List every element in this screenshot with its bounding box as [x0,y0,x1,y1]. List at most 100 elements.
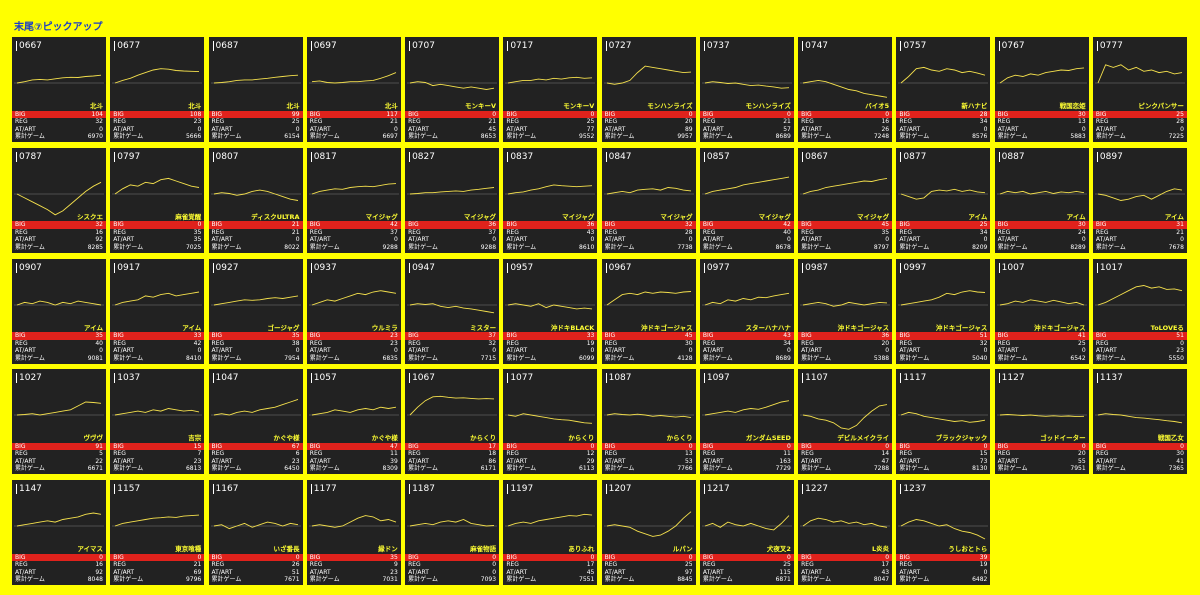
machine-card[interactable]: 1217 犬夜叉2 BIG 0 REG 25 AT/ART 115 累計ゲーム 6871 [699,480,794,585]
machine-card[interactable]: 0917 アイム BIG 33 REG 42 AT/ART 0 累計ゲーム 8410 [110,258,205,364]
stat-value: 28 [1176,118,1184,125]
trend-chart [800,517,891,528]
machine-card[interactable]: 0927 ゴージャグ BIG 35 REG 38 AT/ART 0 累計ゲーム 7954 [208,258,303,364]
machine-card[interactable]: 0977 スターハナハナ BIG 43 REG 34 AT/ART 0 累計ゲーム 8689 [699,258,794,364]
machine-card[interactable]: 0667 北斗 BIG 104 REG 32 AT/ART 0 累計ゲーム 6970 [12,37,106,142]
machine-card[interactable]: 1167 いざ番長 BIG 0 REG 26 AT/ART 51 累計ゲーム 7671 [208,480,303,585]
reg-count-row: REG 32 [896,340,990,348]
total-games-row: 累計ゲーム 7671 [209,576,303,584]
total-games-row: 累計ゲーム 6970 [12,133,106,141]
machine-card[interactable]: 0907 アイム BIG 35 REG 40 AT/ART 0 累計ゲーム 9081 [12,258,106,364]
machine-card[interactable]: 0817 マイジャグ BIG 42 REG 37 AT/ART 0 累計ゲーム 9288 [306,147,401,253]
machine-card[interactable]: 1097 ガンダムSEED BIG 0 REG 11 AT/ART 163 累計ゲーム 7729 [699,369,794,475]
machine-card[interactable]: 0737 モンハンライズ BIG 0 REG 21 AT/ART 57 累計ゲーム 8689 [699,37,794,142]
machine-card[interactable]: 0777 ピンクパンサー BIG 25 REG 28 AT/ART 0 累計ゲーム 7225 [1092,37,1187,142]
machine-card[interactable]: 1117 ブラックジャック BIG 0 REG 15 AT/ART 73 累計ゲーム 8130 [896,369,991,475]
machine-card[interactable]: 0757 新ハナビ BIG 28 REG 34 AT/ART 0 累計ゲーム 8576 [896,37,991,142]
machine-card[interactable]: 0717 モンキーV BIG 0 REG 25 AT/ART 77 累計ゲーム 9552 [503,37,598,142]
stat-value: 6697 [382,133,398,140]
machine-card[interactable]: 0857 マイジャグ BIG 42 REG 40 AT/ART 0 累計ゲーム 8678 [699,147,794,253]
machine-card[interactable]: 0867 マイジャグ BIG 45 REG 35 AT/ART 0 累計ゲーム 8797 [798,147,893,253]
machine-card[interactable]: 0727 モンハンライズ BIG 0 REG 20 AT/ART 89 累計ゲーム 9957 [601,37,696,142]
machine-card[interactable]: 0677 北斗 BIG 108 REG 23 AT/ART 0 累計ゲーム 5666 [110,37,205,142]
machine-card[interactable]: 0937 ウルミラ BIG 23 REG 23 AT/ART 0 累計ゲーム 6835 [306,258,401,364]
machine-card[interactable]: 0797 麻雀覚醒 BIG 0 REG 35 AT/ART 35 累計ゲーム 7025 [110,147,205,253]
machine-card[interactable]: 1057 かぐや様 BIG 47 REG 11 AT/ART 39 累計ゲーム 8309 [306,369,401,475]
machine-card[interactable]: 0807 ディスクULTRA BIG 21 REG 21 AT/ART 0 累計ゲーム 8022 [208,147,303,253]
machine-card[interactable]: 1187 麻雀物語 BIG 0 REG 0 AT/ART 0 累計ゲーム 7093 [405,480,500,585]
trend-line [704,81,789,89]
machine-card[interactable]: 0877 アイム BIG 25 REG 34 AT/ART 0 累計ゲーム 8209 [896,147,991,253]
machine-card[interactable]: 0897 アイム BIG 31 REG 21 AT/ART 0 累計ゲーム 7678 [1092,147,1187,253]
stat-label: 累計ゲーム [1095,354,1126,362]
machine-card[interactable]: 0827 マイジャグ BIG 36 REG 37 AT/ART 0 累計ゲーム 9288 [405,147,500,253]
machine-card[interactable]: 0947 ミスター BIG 37 REG 32 AT/ART 0 累計ゲーム 7715 [405,258,500,364]
machine-card[interactable]: 1087 からくり BIG 0 REG 13 AT/ART 53 累計ゲーム 7766 [601,369,696,475]
machine-card[interactable]: 0787 シスクエ BIG 32 REG 16 AT/ART 92 累計ゲーム 8285 [12,147,106,253]
stat-label: REG [211,339,225,347]
machine-card[interactable]: 0687 北斗 BIG 99 REG 25 AT/ART 0 累計ゲーム 6154 [208,37,303,142]
machine-name: モンハンライズ [745,102,791,110]
machine-card[interactable]: 1027 ヴヴヴ BIG 91 REG 5 AT/ART 22 累計ゲーム 6671 [12,369,106,475]
big-count-row: BIG 17 [405,442,500,451]
total-games-row: 累計ゲーム 6482 [896,576,990,584]
machine-card[interactable]: 1177 縁ドン BIG 35 REG 9 AT/ART 23 累計ゲーム 7031 [306,480,401,585]
stat-label: BIG [801,553,812,561]
machine-card[interactable]: 0967 沖ドキゴージャス BIG 45 REG 30 AT/ART 0 累計ゲーム 4128 [601,258,696,364]
machine-card[interactable]: 1077 からくり BIG 0 REG 12 AT/ART 29 累計ゲーム 6113 [503,369,598,475]
trend-chart [505,413,596,424]
machine-card[interactable]: 1207 ルパン BIG 0 REG 25 AT/ART 97 累計ゲーム 8845 [601,480,696,585]
machine-card[interactable]: 1107 デビルメイクライ BIG 0 REG 14 AT/ART 47 累計ゲーム 7288 [798,369,893,475]
trend-line [803,79,888,98]
machine-card[interactable]: 0747 バイオ5 BIG 0 REG 16 AT/ART 26 累計ゲーム 7248 [798,37,893,142]
stat-value: 23 [390,568,398,576]
machine-card[interactable]: 0957 沖ドキBLACK BIG 33 REG 19 AT/ART 0 累計ゲーム 6099 [503,258,598,364]
machine-card[interactable]: 0837 マイジャグ BIG 36 REG 43 AT/ART 0 累計ゲーム 8610 [503,147,598,253]
stat-value: 37 [390,228,398,236]
stat-label: AT/ART [997,457,1019,465]
machine-card[interactable]: 1017 ToLOVEる BIG 51 REG 0 AT/ART 23 累計ゲーム 5550 [1092,258,1187,364]
machine-card[interactable]: 0707 モンキーV BIG 0 REG 21 AT/ART 45 累計ゲーム 8653 [405,37,500,142]
machine-card[interactable]: 0767 戦国恋姫 BIG 30 REG 13 AT/ART 0 累計ゲーム 5883 [994,37,1089,142]
stat-value: 5388 [873,354,890,362]
machine-card[interactable]: 0887 アイム BIG 30 REG 24 AT/ART 0 累計ゲーム 8289 [994,147,1089,253]
big-count-row: BIG 43 [699,332,794,340]
stat-value: 6813 [185,465,202,473]
machine-card[interactable]: 1197 ありふれ BIG 0 REG 17 AT/ART 45 累計ゲーム 7551 [503,480,598,585]
stat-label: BIG [801,442,812,450]
machine-card[interactable]: 0847 マイジャグ BIG 32 REG 28 AT/ART 0 累計ゲーム 7738 [601,147,696,253]
stat-label: BIG [1095,221,1107,229]
machine-name: ありふれ [568,545,595,553]
trend-chart [407,302,498,313]
big-count-row: BIG 32 [12,221,106,229]
total-games-row: 累計ゲーム 8610 [503,244,597,252]
machine-card[interactable]: 0997 沖ドキゴージャス BIG 51 REG 32 AT/ART 0 累計ゲーム 5040 [896,258,991,364]
trend-line [311,182,396,195]
stat-value: 117 [386,110,398,118]
trend-chart [898,412,989,424]
stat-label: BIG [15,221,26,229]
stat-label: REG [113,450,126,458]
stat-value: 0 [885,236,890,244]
machine-name: うしおとトら [948,545,988,553]
machine-card[interactable]: 1147 アイマス BIG 0 REG 16 AT/ART 92 累計ゲーム 8048 [12,480,106,585]
machine-card[interactable]: 1127 ゴッドイーター BIG 0 REG 20 AT/ART 55 累計ゲーム 7951 [994,369,1089,475]
machine-card[interactable]: 0697 北斗 BIG 117 REG 21 AT/ART 0 累計ゲーム 6697 [306,37,401,142]
machine-card[interactable]: 1227 L炎炎 BIG 0 REG 17 AT/ART 43 累計ゲーム 8047 [798,480,893,585]
machine-number: 0767 [998,41,1025,51]
machine-card[interactable]: 1007 沖ドキゴージャス BIG 41 REG 25 AT/ART 0 累計ゲーム 6542 [994,258,1089,364]
stat-value: 8048 [87,576,103,583]
machine-card[interactable]: 1047 かぐや様 BIG 67 REG 6 AT/ART 23 累計ゲーム 6450 [208,369,303,475]
stat-label: AT/ART [506,457,528,465]
stat-value: 23 [1176,347,1184,354]
machine-card[interactable]: 1137 戦国乙女 BIG 0 REG 30 AT/ART 41 累計ゲーム 7365 [1092,369,1187,475]
machine-card[interactable]: 1037 吉宗 BIG 15 REG 7 AT/ART 23 累計ゲーム 6813 [110,369,205,475]
machine-name: マイジャグ [463,212,497,221]
stat-label: BIG [702,110,714,118]
atart-count-row: AT/ART 0 [798,347,892,355]
machine-card[interactable]: 1157 東京喰種 BIG 0 REG 21 AT/ART 69 累計ゲーム 9796 [110,480,205,585]
machine-card[interactable]: 1237 うしおとトら BIG 39 REG 19 AT/ART 0 累計ゲーム 6482 [896,480,991,585]
machine-card[interactable]: 1067 からくり BIG 17 REG 18 AT/ART 86 累計ゲーム 6171 [405,369,500,475]
stat-label: BIG [211,221,223,229]
machine-card[interactable]: 0987 沖ドキゴージャス BIG 36 REG 20 AT/ART 0 累計ゲーム 5388 [798,258,893,364]
